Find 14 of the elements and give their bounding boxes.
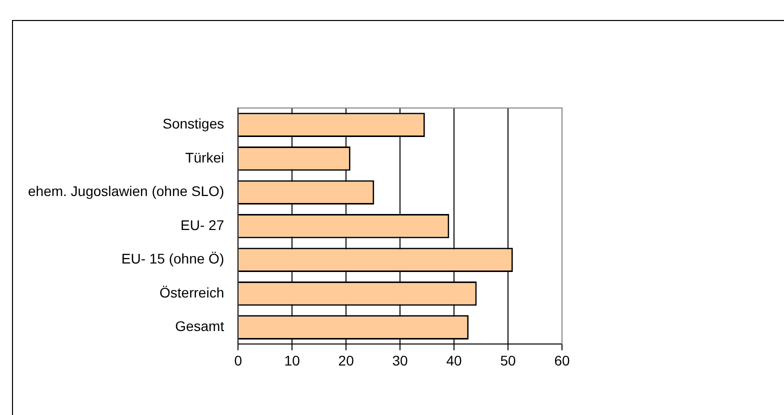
y-tick-label: Sonstiges: [162, 116, 224, 132]
x-tick-label: 50: [500, 352, 516, 368]
y-tick-label: EU- 27: [180, 216, 224, 233]
y-tick-label: Österreich: [160, 284, 224, 300]
y-tick-label: ehem. Jugoslawien (ohne SLO): [28, 183, 224, 200]
x-tick-label: 10: [284, 352, 300, 368]
x-tick-label: 20: [338, 352, 354, 368]
y-tick-label: EU- 15 (ohne Ö): [121, 250, 224, 267]
x-tick-label: 40: [446, 352, 462, 368]
y-tick-label: Türkei: [185, 149, 224, 166]
y-tick-label: Gesamt: [175, 318, 224, 334]
x-tick-label: 60: [554, 352, 570, 368]
x-tick-label: 0: [234, 352, 242, 368]
x-tick-label: 30: [392, 352, 408, 368]
